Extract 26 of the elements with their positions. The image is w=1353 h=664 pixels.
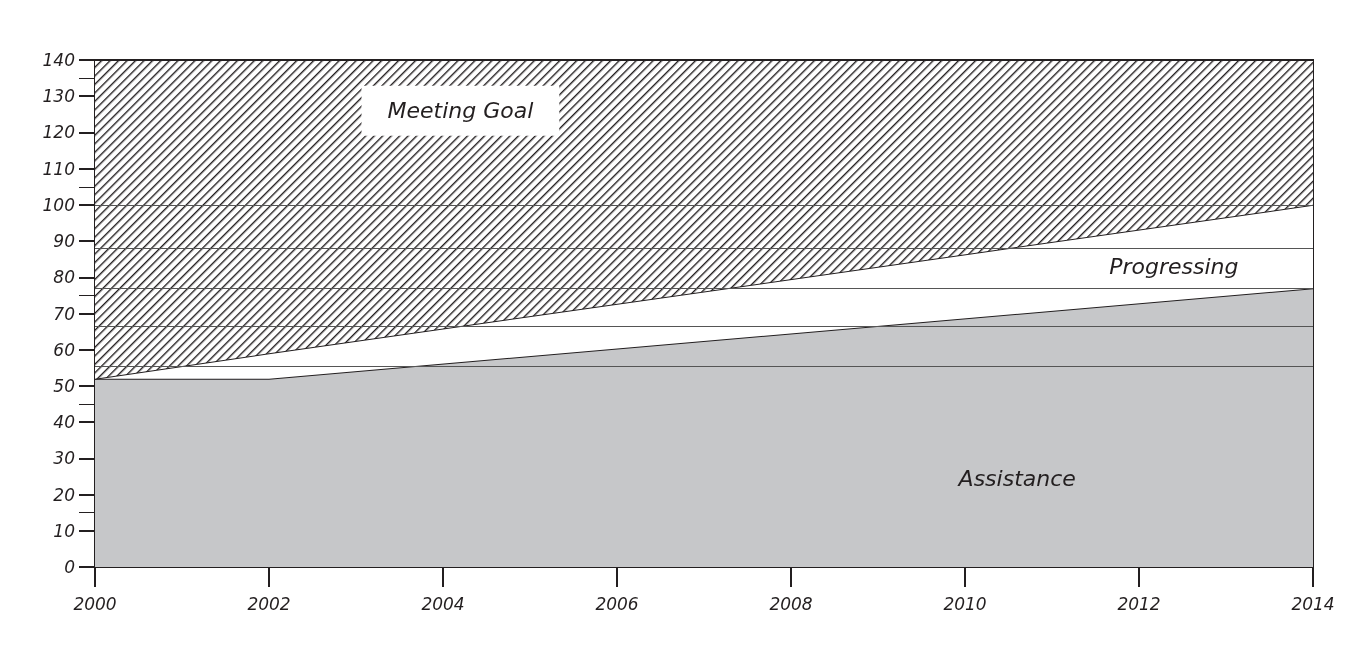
y-tick-label: 60 [53,339,75,360]
y-tick-label: 20 [53,484,75,505]
x-tick-label: 2000 [73,593,117,614]
y-tick-label: 40 [53,412,75,433]
y-tick-label: 10 [53,520,75,541]
y-tick-label: 100 [42,194,75,215]
y-tick-label: 110 [42,158,75,179]
x-tick-label: 2006 [595,593,639,614]
x-tick-label: 2010 [943,593,987,614]
y-tick-label: 80 [53,267,75,288]
y-tick-label: 140 [42,50,75,70]
x-tick-label: 2004 [421,593,465,614]
y-tick-label: 0 [64,557,75,577]
series-label: Progressing [1109,253,1239,279]
y-tick-label: 130 [42,86,75,107]
series-label: Assistance [956,465,1076,491]
x-tick-label: 2008 [769,593,813,614]
x-tick-label: 2002 [247,593,291,614]
x-tick-label: 2012 [1117,593,1161,614]
series-label: Meeting Goal [387,98,534,124]
x-tick-label: 2014 [1291,593,1335,614]
y-tick-label: 30 [53,448,75,469]
y-tick-label: 120 [42,122,75,143]
y-tick-label: 50 [53,375,75,396]
y-tick-label: 70 [53,303,75,324]
y-tick-label: 90 [53,231,75,252]
